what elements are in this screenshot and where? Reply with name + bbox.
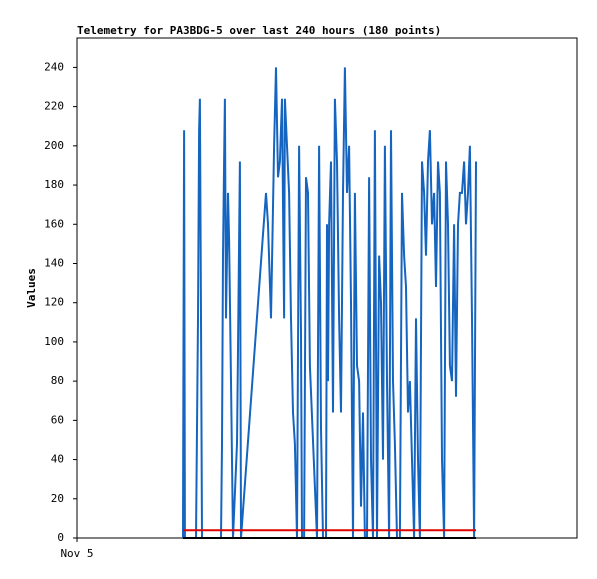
y-tick-label: 180 (44, 178, 64, 191)
y-tick-label: 80 (51, 374, 64, 387)
y-tick-label: 0 (57, 531, 64, 544)
y-tick-label: 140 (44, 256, 64, 269)
y-tick-label: 160 (44, 217, 64, 230)
chart-title: Telemetry for PA3BDG-5 over last 240 hou… (77, 24, 441, 37)
y-tick-label: 200 (44, 139, 64, 152)
y-tick-label: 220 (44, 100, 64, 113)
y-tick-label: 20 (51, 492, 64, 505)
y-tick-label: 240 (44, 60, 64, 73)
y-axis-label: Values (25, 268, 38, 308)
y-tick-label: 40 (51, 453, 64, 466)
y-tick-label: 60 (51, 413, 64, 426)
y-tick-label: 120 (44, 296, 64, 309)
series-line (182, 67, 477, 539)
x-tick-label: Nov 5 (60, 547, 93, 560)
y-tick-label: 100 (44, 335, 64, 348)
